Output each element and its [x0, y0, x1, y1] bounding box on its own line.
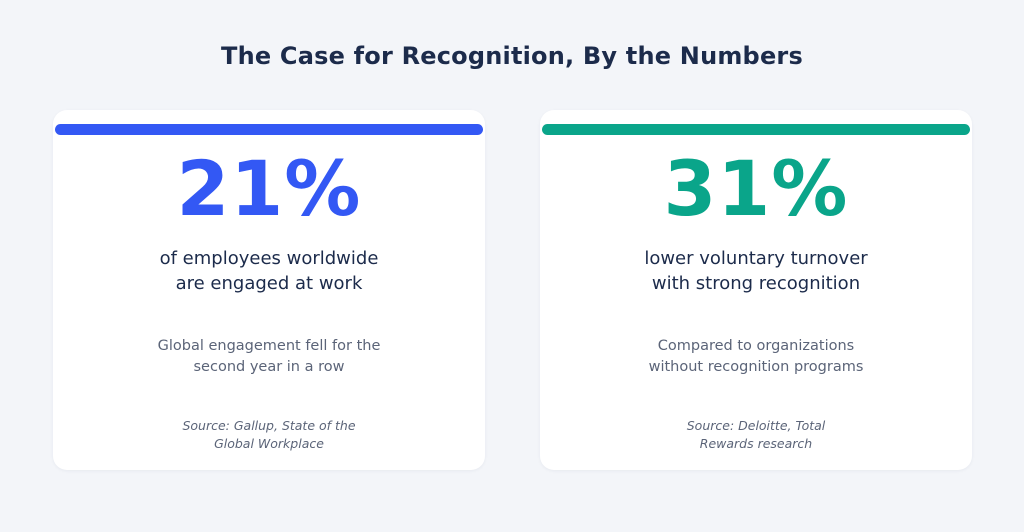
stat-label-line: of employees worldwide — [159, 248, 379, 269]
accent-bar — [542, 124, 970, 135]
stat-label-line: are engaged at work — [175, 273, 363, 294]
stat-note-line: Compared to organizations — [657, 338, 855, 354]
stat-card-turnover: 31% lower voluntary turnover with strong… — [540, 110, 972, 470]
stat-note: Global engagement fell for the second ye… — [53, 336, 485, 378]
stat-source: Source: Gallup, State of the Global Work… — [53, 417, 485, 453]
stat-value: 21% — [176, 144, 362, 233]
stat-source-line: Global Workplace — [214, 436, 324, 451]
stat-note-line: second year in a row — [193, 359, 345, 375]
stat-value: 31% — [663, 144, 849, 233]
accent-bar — [55, 124, 483, 135]
stat-label: of employees worldwide are engaged at wo… — [53, 246, 485, 296]
page-title: The Case for Recognition, By the Numbers — [221, 42, 803, 70]
stat-source-line: Source: Gallup, State of the — [182, 418, 356, 433]
stat-note-line: Global engagement fell for the — [157, 338, 381, 354]
stat-label: lower voluntary turnover with strong rec… — [540, 246, 972, 296]
stat-label-line: lower voluntary turnover — [644, 248, 868, 269]
stat-source-line: Rewards research — [699, 436, 813, 451]
stat-note-line: without recognition programs — [648, 359, 864, 375]
stat-source-line: Source: Deloitte, Total — [686, 418, 826, 433]
stat-note: Compared to organizations without recogn… — [540, 336, 972, 378]
stat-source: Source: Deloitte, Total Rewards research — [540, 417, 972, 453]
stat-card-engagement: 21% of employees worldwide are engaged a… — [53, 110, 485, 470]
stat-label-line: with strong recognition — [651, 273, 861, 294]
